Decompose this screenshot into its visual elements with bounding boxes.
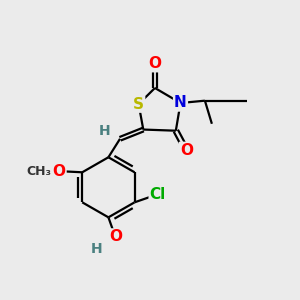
Text: O: O: [109, 230, 122, 244]
Text: N: N: [174, 95, 187, 110]
Text: H: H: [99, 124, 111, 138]
Text: H: H: [91, 242, 103, 256]
Text: S: S: [133, 97, 144, 112]
Text: O: O: [180, 143, 193, 158]
Text: CH₃: CH₃: [27, 165, 52, 178]
Text: O: O: [148, 56, 161, 71]
Text: O: O: [52, 164, 65, 178]
Text: Cl: Cl: [150, 187, 166, 202]
